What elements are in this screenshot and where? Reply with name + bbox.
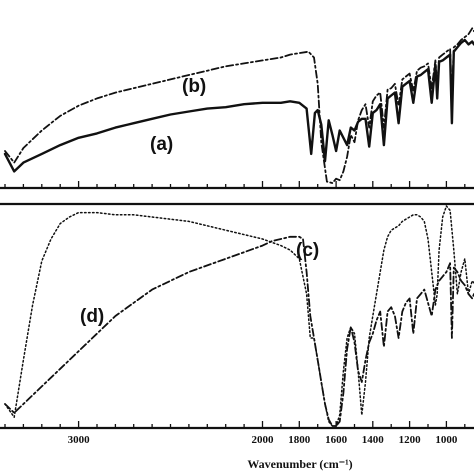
bottom-panel-ticks bbox=[4, 421, 466, 428]
spectrum-line-a bbox=[3, 38, 474, 173]
x-tick-label: 3000 bbox=[68, 434, 91, 446]
x-tick-labels: 3000 2000 1800 1600 1400 1200 1000 bbox=[68, 434, 458, 446]
spectrum-line-b bbox=[4, 27, 474, 184]
series-label-b: (b) bbox=[182, 76, 206, 97]
x-tick-label: 1600 bbox=[325, 434, 348, 446]
series-label-c: (c) bbox=[296, 240, 319, 261]
bottom-panel-curves bbox=[4, 205, 474, 427]
series-label-a: (a) bbox=[150, 134, 173, 155]
spectrum-line-c bbox=[4, 205, 474, 427]
series-label-d: (d) bbox=[80, 306, 104, 327]
spectrum-line-d bbox=[4, 235, 474, 427]
x-tick-label: 1000 bbox=[435, 434, 458, 446]
top-panel: (a) (b) bbox=[0, 27, 474, 190]
bottom-panel: (c) (d) 3000 2000 1800 1600 1400 1200 1000 Wav… bbox=[0, 202, 474, 471]
top-panel-curves bbox=[3, 27, 474, 184]
x-tick-label: 2000 bbox=[252, 434, 275, 446]
x-tick-label: 1800 bbox=[288, 434, 311, 446]
x-tick-label: 1200 bbox=[399, 434, 422, 446]
x-tick-label: 1400 bbox=[362, 434, 385, 446]
top-panel-ticks bbox=[4, 181, 466, 188]
x-axis-title: Wavenumber (cm⁻¹) bbox=[247, 457, 352, 471]
